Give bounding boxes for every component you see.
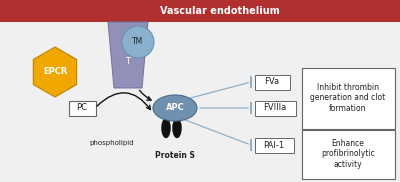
Text: EPCR: EPCR — [43, 68, 67, 76]
Text: T: T — [126, 58, 130, 66]
FancyBboxPatch shape — [254, 74, 290, 90]
Text: FVa: FVa — [264, 78, 280, 86]
Text: PC: PC — [76, 104, 88, 112]
Text: phospholipid: phospholipid — [90, 140, 134, 146]
Text: Inhibit thrombin
generation and clot
formation: Inhibit thrombin generation and clot for… — [310, 83, 386, 113]
Text: APC: APC — [166, 104, 184, 112]
FancyBboxPatch shape — [254, 137, 294, 153]
Text: Protein S: Protein S — [155, 151, 195, 159]
Text: FVIIIa: FVIIIa — [263, 104, 287, 112]
FancyBboxPatch shape — [302, 130, 394, 179]
Ellipse shape — [172, 118, 182, 138]
Polygon shape — [108, 22, 148, 88]
Ellipse shape — [162, 118, 170, 138]
Circle shape — [122, 26, 154, 58]
Text: TM: TM — [132, 37, 144, 46]
Polygon shape — [33, 47, 77, 97]
FancyBboxPatch shape — [302, 68, 394, 128]
Ellipse shape — [153, 95, 197, 121]
FancyBboxPatch shape — [254, 100, 296, 116]
Bar — [0, 0, 400, 22]
FancyArrowPatch shape — [140, 90, 151, 100]
FancyArrowPatch shape — [97, 93, 150, 110]
Text: Vascular endothelium: Vascular endothelium — [160, 6, 280, 16]
Text: PAI-1: PAI-1 — [264, 141, 284, 149]
Text: Enhance
profibrinolytic
activity: Enhance profibrinolytic activity — [321, 139, 375, 169]
FancyBboxPatch shape — [68, 100, 96, 116]
